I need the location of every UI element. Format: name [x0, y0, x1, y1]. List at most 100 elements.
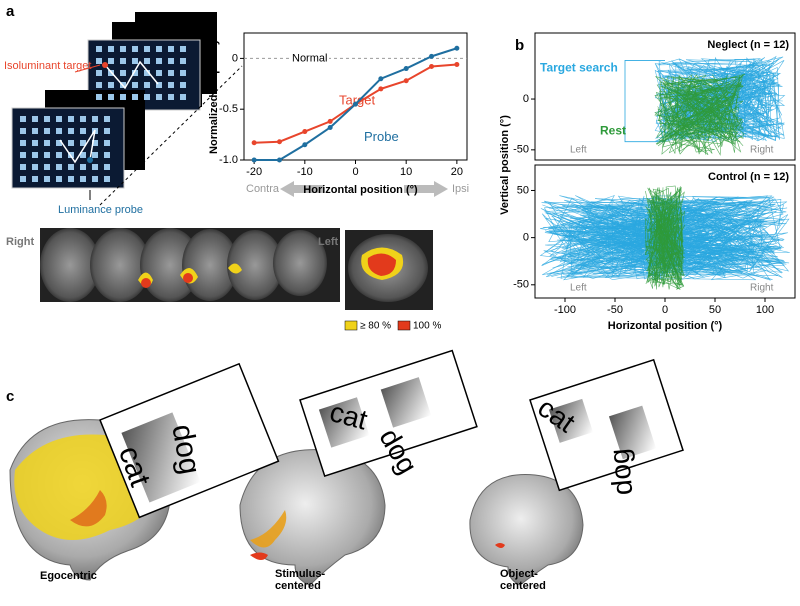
stimulus-square — [132, 46, 138, 52]
stimulus-square — [180, 82, 186, 88]
stimulus-square — [56, 176, 62, 182]
stimulus-square — [80, 140, 86, 146]
legend-label: ≥ 80 % — [360, 321, 391, 332]
trace — [655, 58, 780, 142]
stimulus-square — [132, 58, 138, 64]
point — [378, 86, 384, 92]
stimulus-square — [132, 94, 138, 100]
stimulus-square — [120, 58, 126, 64]
y-tick-label: -50 — [513, 144, 529, 156]
point — [353, 101, 358, 107]
series-label: Probe — [364, 129, 399, 144]
trace — [648, 187, 684, 288]
stimulus-square — [156, 82, 162, 88]
stimulus-square — [80, 176, 86, 182]
stimulus-square — [68, 140, 74, 146]
stimulus-square — [32, 176, 38, 182]
stimulus-square — [132, 70, 138, 76]
traces — [539, 185, 790, 290]
stimulus-square — [180, 94, 186, 100]
stimulus-square — [104, 140, 110, 146]
brain-slices — [40, 228, 433, 331]
stimulus-square — [120, 46, 126, 52]
stimulus-square — [96, 94, 102, 100]
stimulus-square — [68, 164, 74, 170]
stimulus-label: Luminance probe — [58, 204, 143, 216]
stimulus-square — [32, 128, 38, 134]
stimulus-square — [104, 152, 110, 158]
x-tick-label: -10 — [297, 166, 313, 178]
stimulus-square — [168, 94, 174, 100]
frame-label: Egocentric — [40, 570, 97, 582]
stimulus-square — [44, 164, 50, 170]
stimulus-square — [32, 152, 38, 158]
side-label: Left — [570, 283, 587, 294]
stimulus-square — [44, 128, 50, 134]
stimulus-square — [80, 116, 86, 122]
x-axis-label: Horizontal position (°) — [608, 320, 723, 332]
arrow-label: Contra — [246, 183, 280, 195]
y-tick-label: 0 — [232, 52, 238, 64]
point — [454, 45, 460, 51]
trace — [657, 74, 744, 155]
stimulus-square — [80, 128, 86, 134]
stimulus-square — [20, 140, 26, 146]
trace — [645, 186, 686, 288]
stimulus-label: Isoluminant target — [4, 60, 91, 72]
stimulus-square — [168, 46, 174, 52]
stimulus-square — [144, 46, 150, 52]
stimulus-square — [108, 46, 114, 52]
stimulus-square — [96, 82, 102, 88]
series-label: Rest — [600, 124, 626, 138]
x-tick-label: 10 — [400, 166, 412, 178]
stimulus-square — [144, 70, 150, 76]
stimulus-square — [96, 70, 102, 76]
point — [403, 78, 409, 84]
point — [403, 66, 409, 72]
stimulus-square — [144, 94, 150, 100]
stimulus-square — [20, 164, 26, 170]
stimulus-square — [92, 164, 98, 170]
brains — [9, 419, 584, 586]
stimulus-square — [20, 128, 26, 134]
x-tick-label: -50 — [607, 304, 623, 316]
stimulus-square — [44, 152, 50, 158]
stimulus-square — [44, 176, 50, 182]
word-card — [299, 349, 478, 478]
x-axis-label: Horizontal position (°) — [303, 184, 418, 196]
stimulus-square — [32, 140, 38, 146]
stimulus-square — [104, 176, 110, 182]
stimulus-square — [156, 58, 162, 64]
stimulus-square — [56, 152, 62, 158]
stimulus-square — [108, 94, 114, 100]
stimulus-square — [180, 46, 186, 52]
stimulus-square — [44, 116, 50, 122]
stimulus-square — [56, 164, 62, 170]
stimulus-square — [144, 82, 150, 88]
x-tick-label: -100 — [554, 304, 576, 316]
x-tick-label: 0 — [662, 304, 668, 316]
trace — [655, 74, 738, 154]
card-word: dog — [603, 447, 638, 496]
stimulus-square — [168, 70, 174, 76]
trace — [647, 187, 686, 289]
stimulus-square — [96, 58, 102, 64]
word-card — [99, 362, 280, 519]
stimulus-square — [68, 116, 74, 122]
arrow — [404, 181, 448, 197]
stimulus-square — [92, 176, 98, 182]
stimulus-square — [56, 128, 62, 134]
x-tick-label: 100 — [756, 304, 774, 316]
point — [251, 140, 257, 146]
stimulus-square — [104, 164, 110, 170]
y-tick-label: 0 — [523, 93, 529, 105]
stimulus-square — [132, 82, 138, 88]
plot-title: Control (n = 12) — [708, 171, 789, 183]
x-tick-label: 20 — [451, 166, 463, 178]
word-card — [529, 358, 684, 492]
plot-frame — [534, 32, 796, 161]
x-tick-label: -20 — [246, 166, 262, 178]
y-tick-label: 50 — [517, 184, 529, 196]
x-tick-label: 0 — [352, 166, 358, 178]
